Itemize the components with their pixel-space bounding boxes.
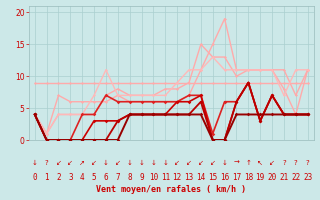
Text: 19: 19: [256, 172, 265, 182]
Text: ↓: ↓: [103, 160, 109, 166]
Text: Vent moyen/en rafales ( km/h ): Vent moyen/en rafales ( km/h ): [96, 185, 246, 194]
Text: 17: 17: [232, 172, 241, 182]
Text: 2: 2: [56, 172, 61, 182]
Text: 4: 4: [80, 172, 84, 182]
Text: ↙: ↙: [91, 160, 97, 166]
Text: ↓: ↓: [139, 160, 144, 166]
Text: ↑: ↑: [245, 160, 251, 166]
Text: 5: 5: [92, 172, 96, 182]
Text: ↓: ↓: [222, 160, 228, 166]
Text: 7: 7: [116, 172, 120, 182]
Text: ↙: ↙: [186, 160, 192, 166]
Text: 22: 22: [291, 172, 300, 182]
Text: 10: 10: [149, 172, 158, 182]
Text: 16: 16: [220, 172, 229, 182]
Text: ?: ?: [45, 160, 48, 166]
Text: 13: 13: [184, 172, 194, 182]
Text: 6: 6: [104, 172, 108, 182]
Text: ?: ?: [282, 160, 286, 166]
Text: ↙: ↙: [269, 160, 275, 166]
Text: ↓: ↓: [162, 160, 168, 166]
Text: 23: 23: [303, 172, 312, 182]
Text: ↓: ↓: [150, 160, 156, 166]
Text: 18: 18: [244, 172, 253, 182]
Text: ↙: ↙: [115, 160, 121, 166]
Text: 15: 15: [208, 172, 217, 182]
Text: ↙: ↙: [56, 160, 61, 166]
Text: ↙: ↙: [198, 160, 204, 166]
Text: ↓: ↓: [127, 160, 132, 166]
Text: ↓: ↓: [32, 160, 38, 166]
Text: ↖: ↖: [257, 160, 263, 166]
Text: →: →: [234, 160, 239, 166]
Text: ?: ?: [294, 160, 298, 166]
Text: 9: 9: [139, 172, 144, 182]
Text: ↙: ↙: [210, 160, 216, 166]
Text: ↙: ↙: [174, 160, 180, 166]
Text: ↗: ↗: [79, 160, 85, 166]
Text: 3: 3: [68, 172, 73, 182]
Text: 12: 12: [172, 172, 182, 182]
Text: ?: ?: [306, 160, 309, 166]
Text: 14: 14: [196, 172, 205, 182]
Text: 1: 1: [44, 172, 49, 182]
Text: 8: 8: [127, 172, 132, 182]
Text: 0: 0: [32, 172, 37, 182]
Text: 21: 21: [279, 172, 289, 182]
Text: 20: 20: [268, 172, 277, 182]
Text: ↙: ↙: [68, 160, 73, 166]
Text: 11: 11: [161, 172, 170, 182]
